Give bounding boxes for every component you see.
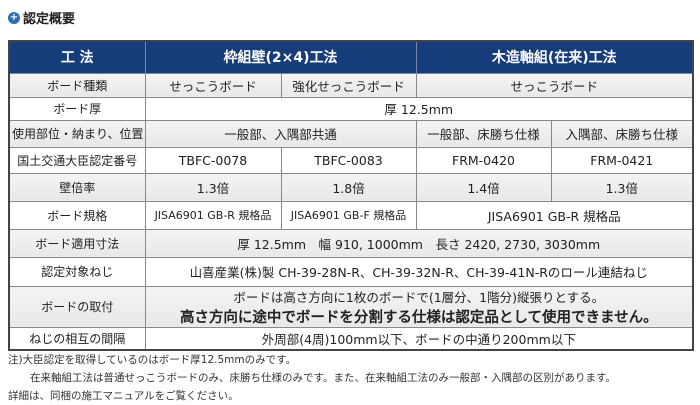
table-row: 壁倍率 1.3倍 1.8倍 1.4倍 1.3倍 <box>8 172 694 202</box>
plus-circle-icon: + <box>8 11 20 24</box>
header-2x4: 枠組壁(2×4)工法 <box>144 40 417 74</box>
certification-table: 工 法 枠組壁(2×4)工法 木造軸組(在来)工法 ボード種類 せっこうボード … <box>8 40 695 351</box>
row-label: ボード種類 <box>8 72 146 98</box>
cell: 一般部、入隅部共通 <box>144 119 417 148</box>
cell: せっこうボード <box>415 72 694 98</box>
section-title: + 認定概要 <box>8 8 75 27</box>
row-label: ボード規格 <box>8 200 146 230</box>
cell: せっこうボード <box>144 72 282 98</box>
row-label: ねじの相互の間隔 <box>8 326 146 351</box>
table-row: ボードの取付 ボードは高さ方向に1枚のボードで(1層分、1階分)縦張りとする。 … <box>8 285 694 328</box>
cell: 1.4倍 <box>415 172 552 202</box>
notes: 注)大臣認定を取得しているのはボード厚12.5mmのみです。 在来軸組工法は普通… <box>8 351 616 405</box>
table-row: ボード規格 JISA6901 GB-R 規格品 JISA6901 GB-F 規格… <box>8 200 694 230</box>
cell: 厚 12.5mm <box>144 96 694 121</box>
header-wooden-frame: 木造軸組(在来)工法 <box>415 40 694 74</box>
row-label: 使用部位・納まり、位置 <box>8 119 146 148</box>
cell: JISA6901 GB-R 規格品 <box>144 200 282 230</box>
cell: TBFC-0078 <box>144 146 282 174</box>
table-row: 認定対象ねじ 山喜産業(株)製 CH-39-28N-R、CH-39-32N-R、… <box>8 256 694 287</box>
section-title-text: 認定概要 <box>23 12 76 27</box>
note-line: 詳細は、同梱の施工マニュアルをご覧ください。 <box>8 390 239 402</box>
cell: 入隅部、床勝ち仕様 <box>550 119 694 148</box>
note-line: 在来軸組工法は普通せっこうボードのみ、床勝ち仕様のみです。また、在来軸組工法のみ… <box>30 372 616 384</box>
cell: 厚 12.5mm 幅 910, 1000mm 長さ 2420, 2730, 30… <box>144 228 694 258</box>
cell: 1.8倍 <box>280 172 417 202</box>
row-label: ボードの取付 <box>8 285 146 328</box>
row-label: ボード厚 <box>8 96 146 121</box>
row-label: 国土交通大臣認定番号 <box>8 146 146 174</box>
cell: FRM-0421 <box>550 146 694 174</box>
cell: 強化せっこうボード <box>280 72 417 98</box>
cell: 山喜産業(株)製 CH-39-28N-R、CH-39-32N-R、CH-39-4… <box>144 256 694 287</box>
mount-line1: ボードは高さ方向に1枚のボードで(1層分、1階分)縦張りとする。 <box>233 289 605 305</box>
cell: 1.3倍 <box>550 172 694 202</box>
table-row: ねじの相互の間隔 外周部(4周)100mm以下、ボードの中通り200mm以下 <box>8 326 694 351</box>
mount-warning: 高さ方向に途中でボードを分割する仕様は認定品として使用できません。 <box>179 309 658 326</box>
row-label: ボード適用寸法 <box>8 228 146 258</box>
cell: 外周部(4周)100mm以下、ボードの中通り200mm以下 <box>144 326 694 351</box>
row-label: 壁倍率 <box>8 172 146 202</box>
cell: FRM-0420 <box>415 146 552 174</box>
row-label: 認定対象ねじ <box>8 256 146 287</box>
cell: 1.3倍 <box>144 172 282 202</box>
cell: JISA6901 GB-R 規格品 <box>415 200 694 230</box>
cell: TBFC-0083 <box>280 146 417 174</box>
table-row: 国土交通大臣認定番号 TBFC-0078 TBFC-0083 FRM-0420 … <box>8 146 694 174</box>
note-line: 注)大臣認定を取得しているのはボード厚12.5mmのみです。 <box>8 354 297 366</box>
header-label: 工 法 <box>8 40 146 74</box>
header-row: 工 法 枠組壁(2×4)工法 木造軸組(在来)工法 <box>8 40 694 74</box>
cell: JISA6901 GB-F 規格品 <box>280 200 417 230</box>
cell: ボードは高さ方向に1枚のボードで(1層分、1階分)縦張りとする。 高さ方向に途中… <box>144 285 694 328</box>
cell: 一般部、床勝ち仕様 <box>415 119 552 148</box>
table-row: ボード適用寸法 厚 12.5mm 幅 910, 1000mm 長さ 2420, … <box>8 228 694 258</box>
table-row: ボード厚 厚 12.5mm <box>8 96 694 121</box>
table-row: ボード種類 せっこうボード 強化せっこうボード せっこうボード <box>8 72 694 98</box>
table-row: 使用部位・納まり、位置 一般部、入隅部共通 一般部、床勝ち仕様 入隅部、床勝ち仕… <box>8 119 694 148</box>
